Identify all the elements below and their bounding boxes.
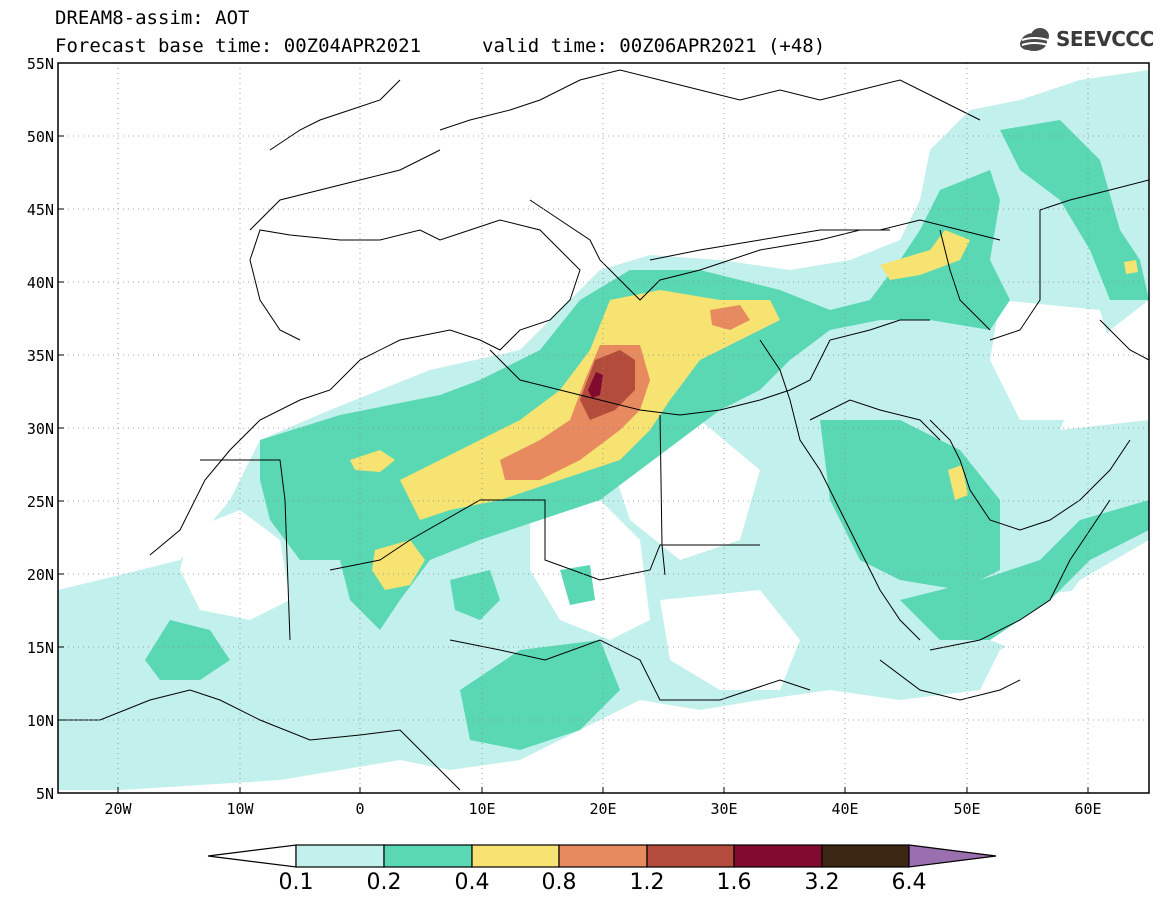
colorbar-swatch-4: [646, 844, 735, 868]
graticule: [58, 63, 1149, 793]
colorbar-high-arrow: [908, 844, 997, 868]
lat-label: 5N: [35, 785, 54, 803]
aot-field: [58, 70, 1149, 790]
lat-label: 10N: [26, 712, 54, 730]
lat-label: 35N: [26, 347, 54, 365]
cloud-logo-icon: [1020, 28, 1049, 51]
lat-label: 50N: [26, 128, 54, 146]
lon-label: 60E: [1074, 800, 1102, 818]
colorbar-swatch-1: [383, 844, 473, 868]
colorbar-swatch-6: [821, 844, 910, 868]
lat-label: 25N: [26, 493, 54, 511]
base-time-label: Forecast base time: 00Z04APR2021: [55, 35, 422, 57]
lat-label: 20N: [26, 566, 54, 584]
colorbar-label: 1.6: [716, 870, 752, 895]
lon-label: 10E: [468, 800, 496, 818]
lat-label: 45N: [26, 201, 54, 219]
lat-label: 55N: [26, 55, 54, 73]
lon-label: 0: [355, 800, 365, 818]
lat-label: 15N: [26, 639, 54, 657]
colorbar-label: 1.2: [629, 870, 665, 895]
logo-text: SEEVCCC: [1056, 27, 1154, 51]
lon-label: 50E: [953, 800, 981, 818]
lon-label: 20E: [589, 800, 617, 818]
colorbar-label: 6.4: [891, 870, 927, 895]
aot-band-12-16: [580, 350, 635, 420]
lon-label: 40E: [831, 800, 859, 818]
colorbar-label: 0.8: [541, 870, 577, 895]
lat-label: 30N: [26, 420, 54, 438]
colorbar-label: 0.4: [454, 870, 490, 895]
colorbar-label: 3.2: [804, 870, 840, 895]
colorbar-swatch-3: [558, 844, 648, 868]
model-title: DREAM8-assim: AOT: [55, 7, 250, 29]
colorbar-label: 0.2: [366, 870, 402, 895]
colorbar-low-arrow: [207, 844, 297, 868]
lon-label: 30E: [710, 800, 738, 818]
coastlines: [58, 69, 1149, 791]
valid-time-label: valid time: 00Z06APR2021 (+48): [482, 35, 826, 57]
colorbar-label: 0.1: [278, 870, 314, 895]
aot-band-gaps: [180, 300, 1120, 690]
colorbar: [207, 844, 997, 868]
colorbar-swatch-0: [295, 844, 385, 868]
aot-band-16-32: [588, 372, 603, 398]
colorbar-swatch-2: [471, 844, 560, 868]
lat-label: 40N: [26, 274, 54, 292]
lon-label: 10W: [226, 800, 254, 818]
colorbar-swatch-5: [733, 844, 823, 868]
axis-ticks: [58, 62, 1089, 793]
lon-label: 20W: [104, 800, 132, 818]
